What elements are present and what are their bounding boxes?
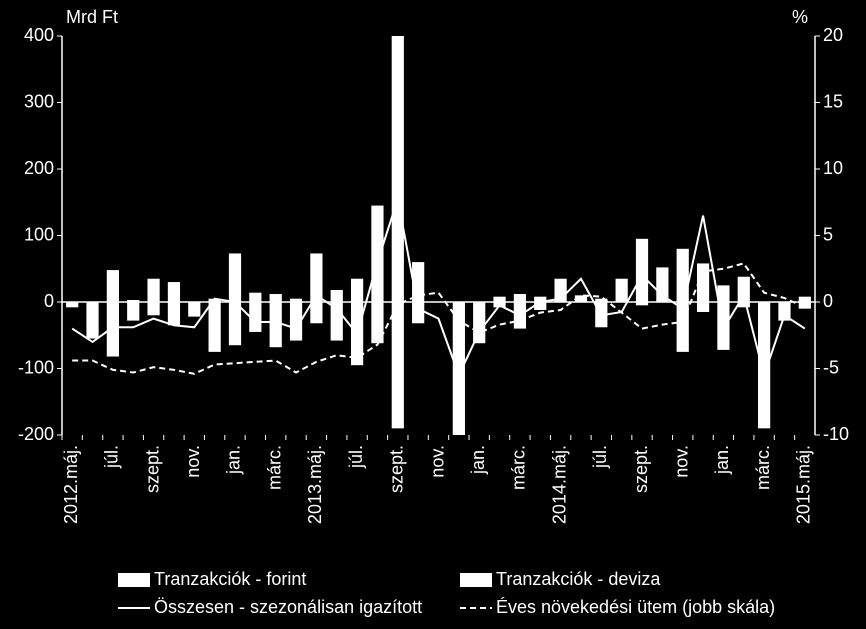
bar [717, 285, 730, 302]
bar [147, 302, 160, 316]
bar [188, 302, 201, 317]
line [72, 262, 806, 375]
y-axis-label: Mrd Ft [66, 7, 118, 27]
x-tick-label: szept. [387, 445, 407, 493]
x-tick-label: jan. [468, 445, 488, 475]
x-tick-label: szept. [142, 445, 162, 493]
bar [147, 278, 160, 302]
x-tick-label: nov. [671, 445, 691, 478]
bar [330, 290, 343, 302]
bar [758, 302, 771, 429]
legend-label: Összesen - szezonálisan igazított [154, 597, 422, 617]
bar [127, 302, 140, 321]
y-tick-label: 400 [24, 25, 54, 45]
x-tick-label: 2014.máj. [549, 445, 569, 524]
bar [289, 302, 303, 341]
x-tick-label: jan. [712, 445, 732, 475]
y2-tick-label: 15 [823, 91, 843, 111]
bar [676, 248, 689, 302]
bar [371, 302, 384, 344]
bar [269, 294, 282, 302]
y2-tick-label: 0 [823, 291, 833, 311]
y2-axis-label: % [792, 7, 808, 27]
bar [66, 302, 79, 308]
legend-label: Tranzakciók - forint [154, 569, 306, 589]
x-tick-label: márc. [264, 445, 284, 490]
bar [167, 302, 181, 326]
y2-tick-label: 10 [823, 158, 843, 178]
bar [310, 302, 323, 324]
bar [737, 302, 750, 308]
x-tick-label: jan. [224, 445, 244, 475]
x-tick-label: júl. [102, 445, 122, 469]
bar [412, 302, 425, 324]
y2-tick-label: -10 [823, 424, 849, 444]
bar [635, 302, 649, 306]
bar [798, 302, 811, 309]
y-tick-label: 300 [24, 91, 54, 111]
y-tick-label: -100 [18, 357, 54, 377]
y2-tick-label: 20 [823, 25, 843, 45]
bar [127, 300, 140, 302]
line [71, 198, 806, 379]
y-tick-label: -200 [18, 424, 54, 444]
bar [350, 278, 364, 302]
bar [391, 302, 404, 429]
bar [228, 302, 242, 346]
bar [635, 238, 649, 302]
x-tick-label: szept. [631, 445, 651, 493]
bar [106, 302, 119, 357]
bar [534, 302, 547, 310]
x-tick-label: 2012.máj. [61, 445, 81, 524]
x-tick-label: 2013.máj. [305, 445, 325, 524]
bar [676, 302, 689, 352]
bar [778, 302, 791, 321]
y2-tick-label: 5 [823, 224, 833, 244]
bar [595, 298, 608, 302]
x-tick-label: márc. [509, 445, 529, 490]
bar [737, 276, 750, 302]
bar [534, 296, 547, 302]
bar [249, 292, 262, 302]
x-tick-label: nov. [183, 445, 203, 478]
y2-tick-label: -5 [823, 357, 839, 377]
bar [656, 267, 669, 302]
bar [208, 302, 221, 352]
x-tick-label: 2015.máj. [794, 445, 814, 524]
bar [391, 36, 404, 302]
bar [696, 302, 710, 312]
y-tick-label: 100 [24, 224, 54, 244]
bar [249, 302, 262, 332]
bar [289, 298, 303, 302]
bar [798, 296, 811, 302]
bar [493, 296, 506, 302]
x-tick-label: júl. [346, 445, 366, 469]
bar [371, 205, 384, 302]
bar [106, 270, 119, 302]
bar [86, 302, 99, 339]
legend-swatch [460, 573, 492, 587]
legend-label: Tranzakciók - deviza [496, 569, 661, 589]
bar [696, 263, 710, 302]
y-tick-label: 0 [44, 291, 54, 311]
bar [310, 253, 323, 302]
bar [574, 295, 588, 302]
bar [228, 253, 242, 302]
bar [513, 294, 527, 302]
y-tick-label: 200 [24, 158, 54, 178]
legend-label: Éves növekedési ütem (jobb skála) [496, 597, 775, 617]
bar [269, 302, 282, 348]
bar [473, 302, 486, 344]
bar [452, 302, 465, 435]
bar [615, 278, 628, 302]
legend-swatch [118, 573, 150, 587]
x-tick-label: nov. [427, 445, 447, 478]
bar [167, 282, 181, 302]
x-tick-label: márc. [753, 445, 773, 490]
x-tick-label: júl. [590, 445, 610, 469]
